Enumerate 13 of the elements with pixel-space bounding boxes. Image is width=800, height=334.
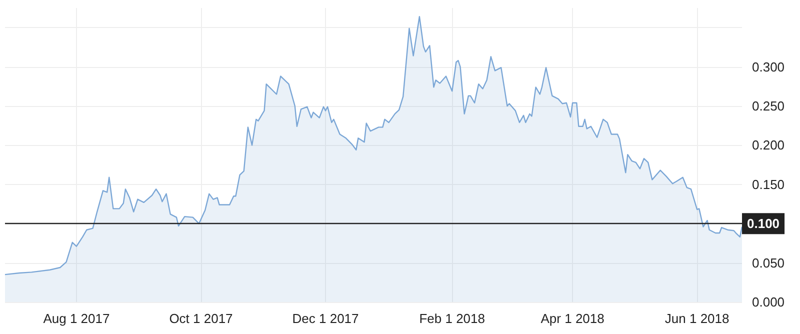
x-tick-label: Apr 1 2018 — [540, 311, 604, 326]
x-tick-label: Oct 1 2017 — [169, 311, 233, 326]
x-tick-label: Aug 1 2017 — [43, 311, 110, 326]
y-tick-label: 0.050 — [752, 255, 785, 270]
y-tick-label: 0.000 — [752, 294, 785, 310]
x-tick-label: Feb 1 2018 — [419, 311, 485, 326]
ref-line-label: 0.100 — [747, 216, 780, 232]
y-tick-label: 0.250 — [752, 98, 785, 114]
x-tick-label: Jun 1 2018 — [664, 311, 730, 326]
y-tick-label: 0.300 — [752, 59, 785, 74]
x-tick-label: Dec 1 2017 — [292, 311, 359, 326]
y-tick-label: 0.150 — [752, 176, 785, 192]
y-tick-label: 0.200 — [752, 138, 785, 153]
